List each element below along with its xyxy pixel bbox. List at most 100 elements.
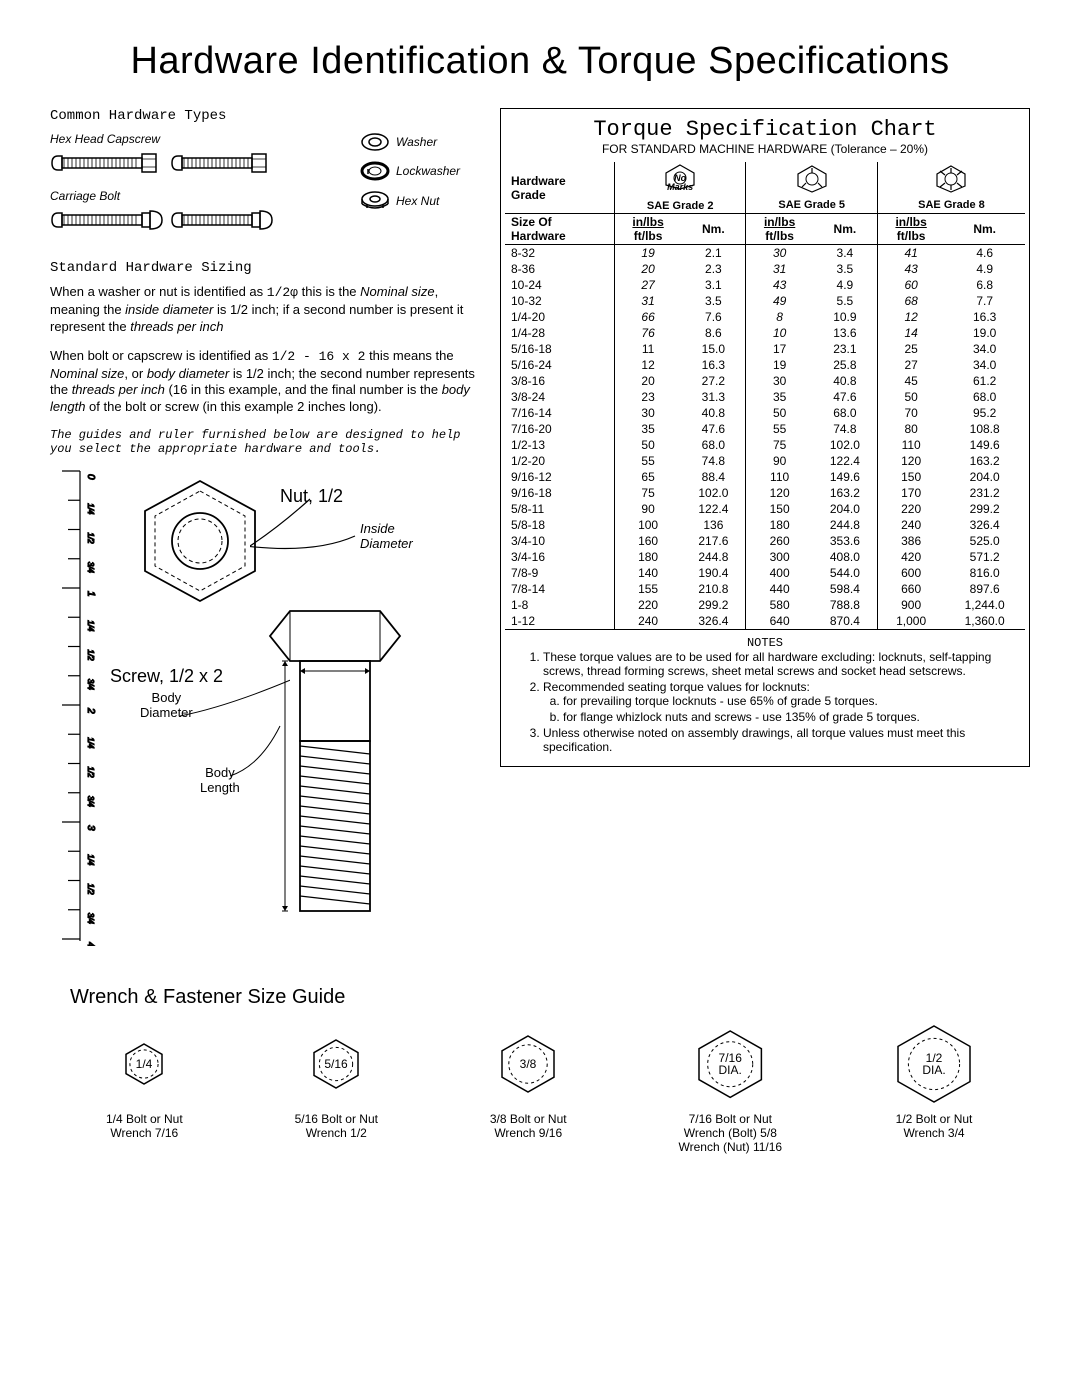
sizing-heading: Standard Hardware Sizing xyxy=(50,260,480,276)
screw-callout-icon xyxy=(170,676,290,796)
table-row: 8-36202.3313.5434.9 xyxy=(505,261,1025,277)
table-row: 7/16-143040.85068.07095.2 xyxy=(505,405,1025,421)
hex-head-label: Hex Head Capscrew xyxy=(50,132,330,146)
wrench-row: 1/4 1/4 Bolt or NutWrench 7/16 5/16 5/16 Bo… xyxy=(50,1024,1030,1154)
note-item: Unless otherwise noted on assembly drawi… xyxy=(543,726,1007,754)
washer-label: Washer xyxy=(396,135,437,149)
svg-text:3/4: 3/4 xyxy=(86,796,95,808)
hex-capscrew-icon xyxy=(50,148,280,178)
unit-header: Nm. xyxy=(944,214,1025,245)
sizing-para2: When bolt or capscrew is identified as 1… xyxy=(50,348,480,417)
unit-header: in/lbsft/lbs xyxy=(746,214,813,245)
table-row: 1-12240326.4640870.41,0001,360.0 xyxy=(505,613,1025,630)
svg-text:3/4: 3/4 xyxy=(86,679,95,691)
sizing-diagram: 01/41/23/411/41/23/421/41/23/431/41/23/4… xyxy=(50,466,480,946)
svg-text:1/2: 1/2 xyxy=(86,884,95,896)
wrench-section: Wrench & Fastener Size Guide 1/4 1/4 Bolt… xyxy=(50,986,1030,1154)
guide-note: The guides and ruler furnished below are… xyxy=(50,428,480,456)
left-column: Common Hardware Types Hex Head Capscrew xyxy=(50,108,480,956)
note-item: Recommended seating torque values for lo… xyxy=(543,680,1007,724)
svg-text:3/4: 3/4 xyxy=(86,562,95,574)
hardware-types: Hex Head Capscrew xyxy=(50,132,480,240)
wrench-item: 3/8 3/8 Bolt or NutWrench 9/16 xyxy=(490,1024,567,1154)
wrench-line2: Wrench 9/16 xyxy=(490,1126,567,1140)
grade2-cell: No Marks SAE Grade 2 xyxy=(614,162,746,214)
hexnut-label: Hex Nut xyxy=(396,194,439,208)
table-row: 9/16-1875102.0120163.2170231.2 xyxy=(505,485,1025,501)
table-row: 8-32192.1303.4414.6 xyxy=(505,245,1025,262)
table-row: 7/8-9140190.4400544.0600816.0 xyxy=(505,565,1025,581)
main-columns: Common Hardware Types Hex Head Capscrew xyxy=(50,108,1030,956)
washer-icon xyxy=(360,132,390,152)
carriage-bolt-icon xyxy=(50,205,280,235)
wrench-line1: 1/2 Bolt or Nut xyxy=(894,1112,974,1126)
table-row: 1/2-205574.890122.4120163.2 xyxy=(505,453,1025,469)
grade8-bolt-icon xyxy=(931,164,971,194)
unit-header: in/lbsft/lbs xyxy=(614,214,681,245)
table-row: 10-32313.5495.5687.7 xyxy=(505,293,1025,309)
svg-text:7/16DIA.: 7/16DIA. xyxy=(719,1051,743,1077)
nut-callout-icon xyxy=(250,496,370,556)
notes-title: NOTES xyxy=(505,636,1025,650)
table-row: 9/16-126588.4110149.6150204.0 xyxy=(505,469,1025,485)
hexnut-icon xyxy=(360,190,390,212)
svg-text:1/4: 1/4 xyxy=(86,503,95,515)
table-row: 5/8-18100136180244.8240326.4 xyxy=(505,517,1025,533)
notes: These torque values are to be used for a… xyxy=(505,650,1025,754)
wrench-title: Wrench & Fastener Size Guide xyxy=(70,986,1030,1009)
note-subitem: for flange whizlock nuts and screws - us… xyxy=(563,710,1007,724)
wrench-hex-icon: 1/4 xyxy=(122,1042,166,1086)
table-row: 5/16-181115.01723.12534.0 xyxy=(505,341,1025,357)
svg-text:1/2: 1/2 xyxy=(86,533,95,545)
table-row: 3/8-162027.23040.84561.2 xyxy=(505,373,1025,389)
svg-text:0: 0 xyxy=(85,474,96,480)
torque-chart-box: Torque Specification Chart FOR STANDARD … xyxy=(500,108,1030,767)
wrench-line1: 1/4 Bolt or Nut xyxy=(106,1112,183,1126)
svg-text:3/8: 3/8 xyxy=(520,1057,537,1071)
table-row: 1-8220299.2580788.89001,244.0 xyxy=(505,597,1025,613)
svg-text:3: 3 xyxy=(85,825,96,831)
common-hw-heading: Common Hardware Types xyxy=(50,108,480,124)
table-row: 1/4-28768.61013.61419.0 xyxy=(505,325,1025,341)
wrench-line2: Wrench (Bolt) 5/8 xyxy=(679,1126,783,1140)
svg-text:5/16: 5/16 xyxy=(325,1057,349,1071)
unit-header: Nm. xyxy=(681,214,746,245)
svg-text:3/4: 3/4 xyxy=(86,913,95,925)
ruler-icon: 01/41/23/411/41/23/421/41/23/431/41/23/4… xyxy=(50,466,100,946)
table-row: 1/4-20667.6810.91216.3 xyxy=(505,309,1025,325)
note-subitem: for prevailing torque locknuts - use 65%… xyxy=(563,694,1007,708)
wrench-line2: Wrench 1/2 xyxy=(295,1126,378,1140)
lockwasher-icon xyxy=(360,160,390,182)
sizing-para1: When a washer or nut is identified as 1/… xyxy=(50,284,480,336)
wrench-line1: 5/16 Bolt or Nut xyxy=(295,1112,378,1126)
svg-text:1/4: 1/4 xyxy=(86,854,95,866)
svg-text:4: 4 xyxy=(85,942,96,946)
wrench-hex-icon: 3/8 xyxy=(498,1034,558,1094)
svg-text:2: 2 xyxy=(85,707,96,714)
wrench-line2: Wrench 7/16 xyxy=(106,1126,183,1140)
table-row: 3/4-10160217.6260353.6386525.0 xyxy=(505,533,1025,549)
wrench-line1: 7/16 Bolt or Nut xyxy=(679,1112,783,1126)
wrench-item: 1/2DIA. 1/2 Bolt or NutWrench 3/4 xyxy=(894,1024,974,1154)
table-row: 5/16-241216.31925.82734.0 xyxy=(505,357,1025,373)
wrench-line1: 3/8 Bolt or Nut xyxy=(490,1112,567,1126)
page-title: Hardware Identification & Torque Specifi… xyxy=(50,40,1030,83)
carriage-label: Carriage Bolt xyxy=(50,189,330,203)
svg-text:1/2: 1/2 xyxy=(86,767,95,779)
lockwasher-label: Lockwasher xyxy=(396,164,460,178)
svg-text:1/2: 1/2 xyxy=(86,650,95,662)
svg-text:1/4: 1/4 xyxy=(86,620,95,632)
wrench-item: 7/16DIA. 7/16 Bolt or NutWrench (Bolt) 5/… xyxy=(679,1024,783,1154)
wrench-item: 5/16 5/16 Bolt or NutWrench 1/2 xyxy=(295,1024,378,1154)
table-row: 3/8-242331.33547.65068.0 xyxy=(505,389,1025,405)
wrench-line2: Wrench 3/4 xyxy=(894,1126,974,1140)
unit-header: Nm. xyxy=(813,214,878,245)
table-row: 7/16-203547.65574.880108.8 xyxy=(505,421,1025,437)
table-row: 5/8-1190122.4150204.0220299.2 xyxy=(505,501,1025,517)
grade5-bolt-icon xyxy=(792,164,832,194)
wrench-line3: Wrench (Nut) 11/16 xyxy=(679,1140,783,1154)
wrench-hex-icon: 5/16 xyxy=(310,1038,362,1090)
svg-text:1/2DIA.: 1/2DIA. xyxy=(922,1051,945,1077)
table-row: 1/2-135068.075102.0110149.6 xyxy=(505,437,1025,453)
table-row: 10-24273.1434.9606.8 xyxy=(505,277,1025,293)
